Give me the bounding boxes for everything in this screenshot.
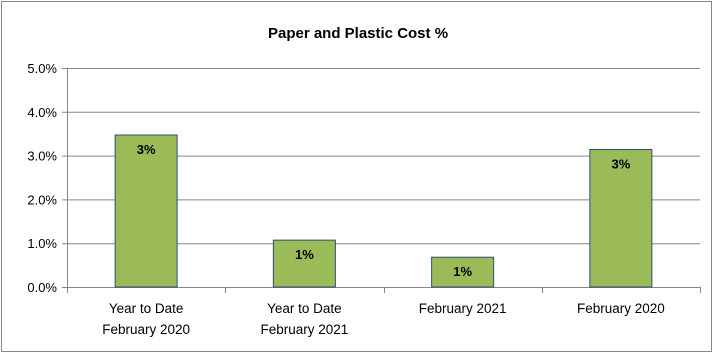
category-label: February 2020: [102, 322, 190, 337]
bar: [272, 239, 336, 288]
data-label: 3%: [137, 142, 156, 157]
y-tick-label: 5.0%: [27, 61, 57, 76]
category-label: February 2020: [577, 301, 665, 316]
y-tick-label: 1.0%: [27, 236, 57, 251]
bars: [114, 134, 653, 288]
y-tick-label: 4.0%: [27, 105, 57, 120]
category-label: Year to Date: [267, 301, 342, 316]
bar: [114, 134, 178, 288]
data-label: 1%: [295, 247, 314, 262]
y-tick-label: 2.0%: [27, 192, 57, 207]
bar: [589, 148, 653, 288]
data-labels: 3% 1% 1% 3%: [137, 142, 631, 279]
y-tick-label: 0.0%: [27, 280, 57, 295]
category-label: Year to Date: [109, 301, 184, 316]
data-label: 3%: [611, 156, 630, 171]
data-label: 1%: [453, 264, 472, 279]
chart-title: Paper and Plastic Cost %: [268, 25, 448, 42]
y-tick-label: 3.0%: [27, 149, 57, 164]
category-label: February 2021: [419, 301, 507, 316]
x-axis-categories: Year to Date February 2020 Year to Date Feb…: [102, 301, 665, 337]
y-axis-ticks: 0.0% 1.0% 2.0% 3.0% 4.0% 5.0%: [27, 61, 57, 295]
category-label: February 2021: [260, 322, 348, 337]
bar: [431, 256, 495, 288]
